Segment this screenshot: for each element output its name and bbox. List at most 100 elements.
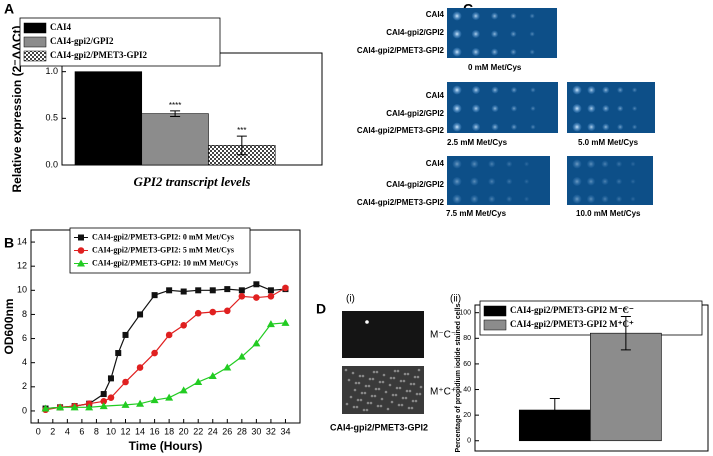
annotation: * bbox=[624, 307, 627, 316]
strain-label: CAI4-gpi2/PMET3-GPI2 bbox=[357, 198, 445, 207]
spot bbox=[524, 179, 530, 184]
spot bbox=[572, 194, 582, 204]
cell bbox=[378, 380, 382, 384]
x-tick-label: 2 bbox=[50, 426, 55, 436]
condition-label: M⁻C⁻ bbox=[430, 330, 456, 341]
cell bbox=[384, 390, 388, 394]
spot bbox=[587, 160, 595, 168]
legend-box bbox=[69, 227, 251, 274]
cell bbox=[365, 408, 369, 412]
cell bbox=[349, 395, 353, 399]
x-tick-label: 6 bbox=[79, 426, 84, 436]
panel-label: D bbox=[316, 301, 326, 317]
spot bbox=[491, 105, 499, 112]
x-tick-label: 22 bbox=[193, 426, 203, 436]
cell bbox=[408, 389, 412, 393]
spot-image bbox=[447, 8, 557, 58]
spot bbox=[630, 196, 636, 202]
spot bbox=[472, 123, 480, 131]
cell bbox=[355, 405, 359, 409]
legend-box bbox=[19, 17, 221, 67]
y-tick-label: 2 bbox=[22, 381, 27, 391]
bar bbox=[141, 113, 209, 166]
x-tick-label: 26 bbox=[222, 426, 232, 436]
error-bar bbox=[236, 135, 247, 156]
cell bbox=[363, 391, 367, 395]
point bbox=[281, 318, 290, 326]
x-tick-label: 10 bbox=[106, 426, 116, 436]
spot bbox=[506, 161, 513, 167]
spot bbox=[506, 178, 513, 185]
cell bbox=[398, 386, 402, 390]
cell bbox=[359, 398, 363, 402]
y-tick-label: 1.0 bbox=[45, 66, 58, 76]
condition-label: 0 mM Met/Cys bbox=[468, 63, 522, 72]
spot bbox=[511, 124, 517, 130]
cell bbox=[357, 381, 361, 385]
strain-label: CAI4-gpi2/GPI2 bbox=[386, 28, 444, 37]
cell bbox=[410, 406, 414, 410]
cell bbox=[344, 368, 348, 372]
x-tick-label: 30 bbox=[251, 426, 261, 436]
cell bbox=[415, 392, 419, 396]
cell bbox=[403, 372, 407, 376]
spot bbox=[530, 124, 536, 130]
legend-label: CAI4-gpi2/PMET3-GPI2: 10 mM Met/Cys bbox=[92, 258, 238, 267]
spot bbox=[529, 13, 535, 19]
cell bbox=[380, 397, 384, 401]
cell bbox=[373, 394, 377, 398]
spot bbox=[616, 178, 622, 185]
cell bbox=[364, 384, 368, 388]
spot-image bbox=[447, 156, 550, 205]
spot bbox=[602, 123, 610, 131]
spot bbox=[572, 177, 582, 186]
point bbox=[151, 349, 158, 357]
spot bbox=[491, 12, 499, 20]
x-tick-label: 20 bbox=[179, 426, 189, 436]
cell bbox=[353, 388, 357, 392]
legend-swatch bbox=[23, 36, 47, 48]
y-axis-label: OD600nm bbox=[2, 298, 16, 354]
cell bbox=[382, 373, 386, 377]
spot bbox=[471, 12, 480, 20]
point bbox=[137, 311, 144, 318]
cell bbox=[412, 382, 416, 386]
cell bbox=[356, 398, 360, 402]
y-tick-label: 0 bbox=[22, 405, 27, 415]
spot bbox=[491, 30, 499, 38]
y-tick-label: 40 bbox=[463, 386, 471, 393]
y-tick-label: 6 bbox=[22, 333, 27, 343]
y-tick-label: 0 bbox=[467, 438, 471, 445]
cell bbox=[411, 399, 415, 403]
point bbox=[195, 287, 202, 294]
spot bbox=[510, 31, 517, 37]
cell bbox=[414, 399, 418, 403]
cell bbox=[381, 380, 385, 384]
point bbox=[107, 375, 114, 382]
x-tick-label: 14 bbox=[135, 426, 145, 436]
condition-label: 10.0 mM Met/Cys bbox=[576, 209, 641, 218]
cell bbox=[375, 370, 379, 374]
spot bbox=[632, 106, 638, 111]
annotation: *** bbox=[237, 126, 246, 135]
condition-label: 5.0 mM Met/Cys bbox=[578, 138, 639, 147]
cell bbox=[345, 402, 349, 406]
panel-label: B bbox=[4, 235, 14, 251]
y-tick-label: 20 bbox=[463, 412, 471, 419]
spot bbox=[572, 122, 582, 132]
error-bar bbox=[549, 397, 560, 423]
cell bbox=[391, 393, 395, 397]
spot bbox=[452, 29, 462, 39]
x-tick-label: 32 bbox=[266, 426, 276, 436]
point bbox=[209, 287, 216, 294]
point bbox=[56, 403, 65, 411]
cell bbox=[386, 407, 390, 411]
cell bbox=[374, 387, 378, 391]
legend-label: CAI4-gpi2/PMET3-GPI2 M⁻C⁻ bbox=[510, 305, 634, 315]
x-axis-label: Time (Hours) bbox=[129, 439, 203, 453]
point bbox=[165, 393, 174, 401]
spot bbox=[452, 159, 462, 169]
condition-label: M⁺C⁺ bbox=[430, 387, 456, 398]
spot bbox=[616, 196, 622, 202]
legend-label: CAI4-gpi2/PMET3-GPI2 bbox=[50, 50, 148, 60]
